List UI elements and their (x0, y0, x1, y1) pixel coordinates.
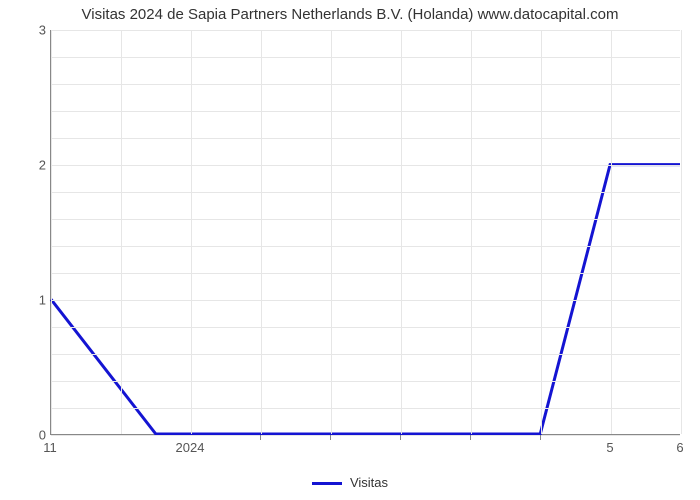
x-tick-mark (330, 435, 331, 440)
plot-area (50, 30, 680, 435)
gridline-v (471, 30, 472, 434)
gridline-h (51, 327, 680, 328)
x-tick-mark (470, 435, 471, 440)
x-tick-label: 6 (676, 440, 683, 455)
gridline-h (51, 84, 680, 85)
gridline-v (681, 30, 682, 434)
x-tick-mark (260, 435, 261, 440)
gridline-v (541, 30, 542, 434)
gridline-h (51, 138, 680, 139)
gridline-h (51, 111, 680, 112)
gridline-v (191, 30, 192, 434)
legend-label: Visitas (350, 475, 388, 490)
x-tick-label: 2024 (176, 440, 205, 455)
line-series (51, 30, 680, 434)
gridline-v (121, 30, 122, 434)
gridline-v (331, 30, 332, 434)
gridline-h (51, 30, 680, 31)
x-tick-mark (540, 435, 541, 440)
gridline-h (51, 300, 680, 301)
gridline-v (51, 30, 52, 434)
x-tick-mark (400, 435, 401, 440)
y-tick-label: 1 (30, 293, 46, 308)
gridline-h (51, 246, 680, 247)
gridline-h (51, 192, 680, 193)
x-tick-label: 11 (43, 440, 57, 455)
gridline-h (51, 381, 680, 382)
chart-container: Visitas 2024 de Sapia Partners Netherlan… (0, 0, 700, 500)
y-tick-label: 3 (30, 23, 46, 38)
gridline-h (51, 219, 680, 220)
gridline-h (51, 165, 680, 166)
legend-swatch (312, 482, 342, 485)
gridline-h (51, 273, 680, 274)
gridline-h (51, 408, 680, 409)
legend: Visitas (0, 475, 700, 490)
x-tick-label: 5 (606, 440, 613, 455)
gridline-h (51, 57, 680, 58)
gridline-h (51, 354, 680, 355)
gridline-v (611, 30, 612, 434)
y-tick-label: 2 (30, 158, 46, 173)
chart-title: Visitas 2024 de Sapia Partners Netherlan… (0, 6, 700, 23)
gridline-v (261, 30, 262, 434)
gridline-h (51, 435, 680, 436)
gridline-v (401, 30, 402, 434)
